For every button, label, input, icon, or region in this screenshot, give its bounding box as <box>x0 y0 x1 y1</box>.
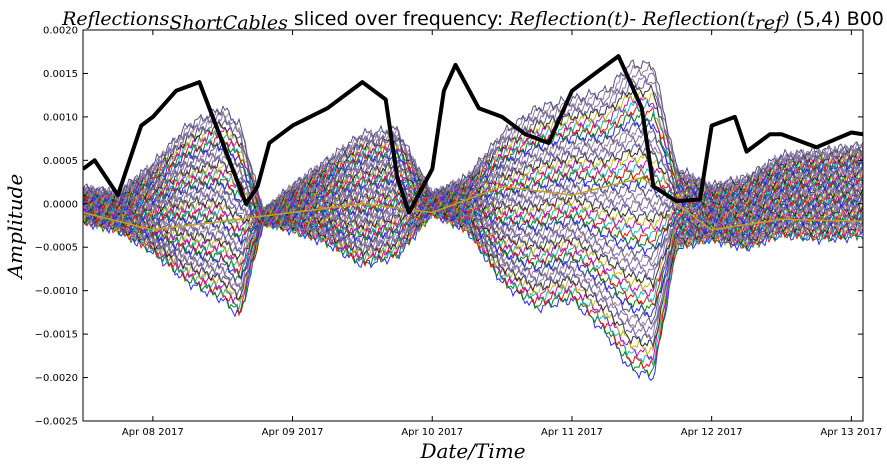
title-part1-sub: ShortCables <box>169 12 288 34</box>
x-axis: Apr 08 2017 Apr 09 2017 Apr 10 2017 Apr 11 … <box>122 30 882 438</box>
x-tick-label: Apr 10 2017 <box>401 427 463 438</box>
frequency-slice-line <box>83 120 863 219</box>
reference-series-line <box>83 54 863 215</box>
title-part5-sub: ref <box>755 12 785 34</box>
frequency-band <box>83 59 863 382</box>
y-tick-label: 0.0015 <box>43 69 78 80</box>
title-part6: (5,4) B00 <box>790 8 884 30</box>
x-tick-label: Apr 12 2017 <box>681 427 743 438</box>
title-part5-end: ) <box>781 8 789 30</box>
y-tick-label: −0.0025 <box>35 417 78 428</box>
frequency-slice-line <box>83 111 863 214</box>
highlight-series-line <box>83 176 863 231</box>
title-part2: sliced over frequency: <box>288 8 510 30</box>
y-tick-label: 0.0020 <box>43 26 78 37</box>
series-layer <box>83 54 863 231</box>
frequency-slice-line <box>83 180 863 224</box>
plot-frame <box>82 29 864 422</box>
y-tick-label: −0.0015 <box>35 330 78 341</box>
chart-title: ReflectionsShortCables sliced over frequ… <box>61 8 884 34</box>
frequency-slice-line <box>83 59 863 218</box>
x-tick-label: Apr 09 2017 <box>262 427 324 438</box>
x-tick-label: Apr 11 2017 <box>541 427 603 438</box>
x-axis-label: Date/Time <box>419 439 525 463</box>
y-tick-label: 0.0000 <box>43 199 78 210</box>
y-tick-label: −0.0020 <box>35 373 78 384</box>
frequency-slice-line <box>83 206 863 327</box>
y-tick-label: 0.0005 <box>43 156 78 167</box>
frequency-slice-line <box>83 197 863 267</box>
y-axis-label: Amplitude <box>3 174 27 281</box>
frequency-slice-line <box>83 179 863 222</box>
title-part5-main: Reflection(t <box>641 8 755 30</box>
y-tick-label: 0.0010 <box>43 112 78 123</box>
y-tick-label: −0.0005 <box>35 243 78 254</box>
title-part4: - <box>629 8 642 30</box>
title-part1-main: Reflections <box>61 8 169 30</box>
x-tick-label: Apr 13 2017 <box>820 427 882 438</box>
frequency-slice-line <box>83 206 863 356</box>
y-axis: −0.0025 −0.0020 −0.0015 −0.0010 −0.0005 0.000… <box>35 26 863 428</box>
frequency-slice-line <box>83 197 863 270</box>
title-part3: Reflection(t) <box>508 8 629 30</box>
x-tick-label: Apr 08 2017 <box>122 427 184 438</box>
y-tick-label: −0.0010 <box>35 286 78 297</box>
frequency-slice-line <box>83 147 863 218</box>
